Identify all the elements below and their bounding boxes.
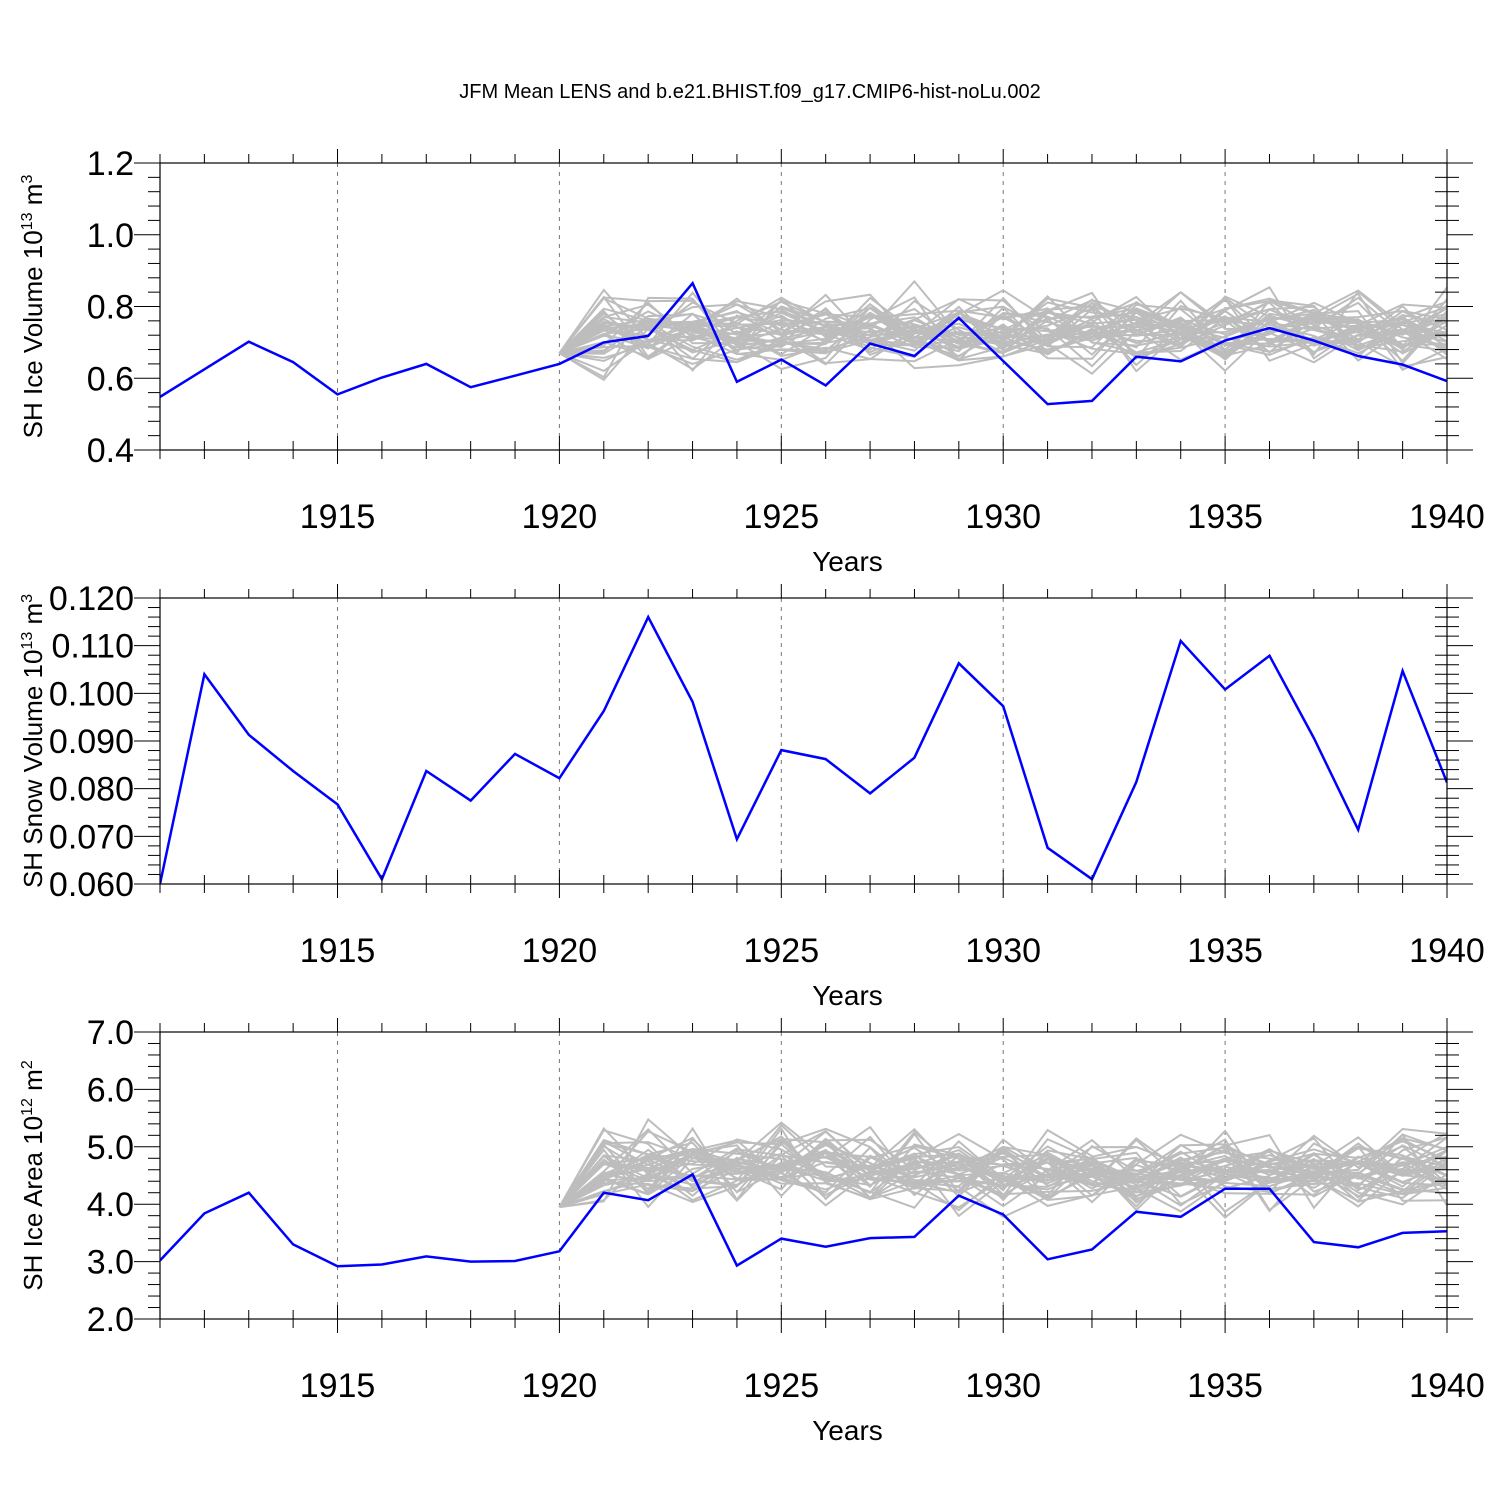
y-axis-label-unit: m bbox=[18, 1069, 48, 1098]
y-axis-label-exponent: 13 bbox=[19, 632, 36, 650]
ensemble-member-line bbox=[558, 1127, 1447, 1208]
figure-title: JFM Mean LENS and b.e21.BHIST.f09_g17.CM… bbox=[459, 81, 1040, 103]
ensemble-member-line bbox=[558, 300, 1447, 375]
ensemble-member-line bbox=[558, 1136, 1447, 1208]
y-axis-label-text: SH Ice Volume 10 bbox=[18, 230, 48, 438]
y-tick-label: 6.0 bbox=[87, 1071, 134, 1109]
series-line bbox=[160, 1172, 1447, 1268]
x-tick-label: 1915 bbox=[300, 1367, 376, 1405]
y-tick-label: 0.8 bbox=[87, 289, 134, 327]
y-axis-label-unit-exponent: 2 bbox=[19, 1060, 36, 1069]
y-tick-label: 0.080 bbox=[49, 771, 134, 809]
ensemble-member-line bbox=[559, 1136, 1447, 1209]
x-tick-label: 1935 bbox=[1187, 932, 1263, 970]
y-tick-label: 0.090 bbox=[49, 723, 134, 761]
x-axis-label: Years bbox=[812, 980, 883, 1011]
y-axis-label-text: SH Ice Area 10 bbox=[18, 1116, 48, 1291]
ensemble-member-line bbox=[558, 1129, 1447, 1208]
x-tick-label: 1915 bbox=[300, 498, 376, 536]
y-axis-label: SH Ice Volume 1013 m3 bbox=[18, 175, 48, 439]
x-tick-label: 1920 bbox=[522, 932, 598, 970]
series-line bbox=[160, 614, 1447, 884]
panel-ice-area: 1915 1920 1925 1930 1935 1940 2.0 3.0 4.0 5.0 6.0 7… bbox=[18, 1014, 1485, 1446]
x-tick-label: 1940 bbox=[1409, 932, 1485, 970]
y-tick-label: 2.0 bbox=[87, 1301, 134, 1339]
x-tick-label: 1940 bbox=[1409, 1367, 1485, 1405]
y-tick-label: 5.0 bbox=[87, 1129, 134, 1167]
y-axis-label-exponent: 12 bbox=[19, 1098, 36, 1116]
y-tick-label: 0.4 bbox=[87, 432, 134, 470]
x-axis-label: Years bbox=[812, 546, 883, 577]
x-tick-label: 1925 bbox=[743, 1367, 819, 1405]
x-tick-label: 1925 bbox=[743, 498, 819, 536]
y-tick-label: 0.070 bbox=[49, 818, 134, 856]
y-axis-label-unit: m bbox=[18, 603, 48, 632]
x-tick-label: 1935 bbox=[1187, 498, 1263, 536]
y-axis-label-unit-exponent: 3 bbox=[19, 594, 36, 603]
y-tick-label: 1.2 bbox=[87, 145, 134, 183]
y-axis-label-text: SH Snow Volume 10 bbox=[18, 650, 48, 888]
y-tick-label: 3.0 bbox=[87, 1244, 134, 1282]
y-axis-label-unit-exponent: 3 bbox=[19, 175, 36, 184]
x-tick-label: 1930 bbox=[965, 498, 1041, 536]
ensemble-member-line bbox=[559, 1137, 1447, 1209]
y-axis-label-exponent: 13 bbox=[19, 212, 36, 230]
plot-frame bbox=[159, 1031, 1448, 1320]
ensemble-member-line bbox=[558, 299, 1447, 373]
plot-frame bbox=[159, 597, 1448, 885]
series-line bbox=[160, 280, 1447, 406]
panel-ice-volume: 1915 1920 1925 1930 1935 1940 0.4 0.6 0.8 1.0 1.2 Y… bbox=[18, 145, 1485, 577]
y-tick-label: 0.120 bbox=[49, 580, 134, 618]
ensemble-member-line bbox=[558, 296, 1447, 354]
y-tick-label: 4.0 bbox=[87, 1186, 134, 1224]
y-tick-label: 0.100 bbox=[49, 675, 134, 713]
y-tick-label: 0.110 bbox=[51, 628, 134, 666]
y-axis-label: SH Snow Volume 1013 m3 bbox=[18, 594, 48, 888]
y-tick-label: 0.6 bbox=[87, 360, 134, 398]
x-tick-label: 1915 bbox=[300, 932, 376, 970]
y-axis-label: SH Ice Area 1012 m2 bbox=[18, 1060, 48, 1291]
ensemble-member-line bbox=[558, 1127, 1447, 1208]
x-tick-label: 1930 bbox=[965, 1367, 1041, 1405]
x-tick-label: 1930 bbox=[965, 932, 1041, 970]
ensemble-member-line bbox=[559, 299, 1447, 373]
y-tick-label: 7.0 bbox=[87, 1014, 134, 1052]
ensemble-member-line bbox=[558, 1138, 1447, 1208]
x-tick-label: 1920 bbox=[522, 498, 598, 536]
x-tick-label: 1925 bbox=[743, 932, 819, 970]
y-axis-label-unit: m bbox=[18, 184, 48, 213]
panel-snow-volume: 1915 1920 1925 1930 1935 1940 0.060 0.070 0.080 0… bbox=[18, 580, 1485, 1011]
x-tick-label: 1920 bbox=[522, 1367, 598, 1405]
x-axis-label: Years bbox=[812, 1415, 883, 1446]
x-tick-label: 1935 bbox=[1187, 1367, 1263, 1405]
ensemble-member-line bbox=[559, 300, 1447, 361]
y-tick-label: 1.0 bbox=[87, 217, 134, 255]
ensemble-member-line bbox=[558, 292, 1447, 366]
y-tick-label: 0.060 bbox=[49, 866, 134, 904]
ensemble-member-line bbox=[558, 290, 1447, 365]
x-tick-label: 1940 bbox=[1409, 498, 1485, 536]
ensemble-member-line bbox=[558, 296, 1447, 356]
